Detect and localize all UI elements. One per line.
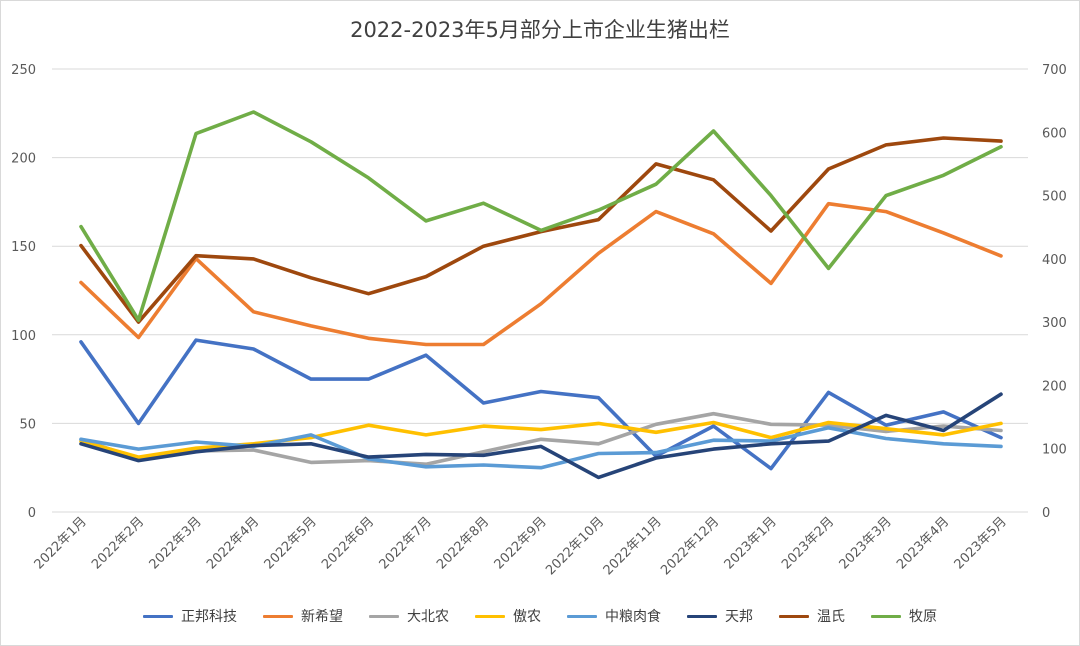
chart-title: 2022-2023年5月部分上市企业生猪出栏 bbox=[350, 18, 730, 42]
series-line-7 bbox=[79, 110, 1003, 323]
legend-label: 正邦科技 bbox=[181, 609, 237, 625]
legend-item: 新希望 bbox=[263, 606, 343, 626]
x-tick-label: 2023年1月 bbox=[722, 514, 780, 572]
legend-item: 温氏 bbox=[779, 606, 845, 626]
series-line-0 bbox=[79, 338, 1003, 471]
x-tick-label: 2023年3月 bbox=[837, 514, 895, 572]
legend-label: 大北农 bbox=[407, 609, 449, 625]
x-tick-label: 2022年3月 bbox=[147, 514, 205, 572]
right-tick-label: 100 bbox=[1042, 443, 1067, 458]
legend-item: 傲农 bbox=[475, 606, 541, 626]
legend-label: 中粮肉食 bbox=[605, 609, 661, 625]
left-tick-label: 150 bbox=[11, 240, 36, 255]
x-tick-label: 2022年11月 bbox=[601, 514, 665, 578]
left-tick-label: 100 bbox=[11, 329, 36, 344]
series-line-1 bbox=[79, 201, 1003, 347]
legend-item: 中粮肉食 bbox=[567, 606, 661, 626]
gridlines bbox=[52, 68, 1028, 513]
legend-swatch bbox=[687, 614, 717, 618]
series-line-2 bbox=[79, 411, 1003, 467]
right-axis-ticks: 0 100 200 300 400 500 600 700 bbox=[1042, 63, 1067, 521]
legend-item: 天邦 bbox=[687, 606, 753, 626]
legend-item: 大北农 bbox=[369, 606, 449, 626]
left-tick-label: 250 bbox=[11, 63, 36, 78]
x-tick-label: 2022年4月 bbox=[204, 514, 262, 572]
x-tick-label: 2023年2月 bbox=[779, 514, 837, 572]
left-tick-label: 50 bbox=[19, 417, 36, 432]
legend-swatch bbox=[263, 614, 293, 618]
x-tick-label: 2022年8月 bbox=[434, 514, 492, 572]
x-axis-ticks: 2022年1月 2022年2月 2022年3月 2022年4月 2022年5月 2022年… bbox=[32, 514, 1010, 578]
x-tick-label: 2022年9月 bbox=[492, 514, 550, 572]
right-tick-label: 300 bbox=[1042, 316, 1067, 331]
right-tick-label: 200 bbox=[1042, 379, 1067, 394]
x-tick-label: 2022年10月 bbox=[543, 514, 607, 578]
legend-label: 傲农 bbox=[513, 609, 541, 625]
x-tick-label: 2022年2月 bbox=[89, 514, 147, 572]
right-tick-label: 600 bbox=[1042, 126, 1067, 141]
x-tick-label: 2022年12月 bbox=[658, 514, 722, 578]
legend-swatch bbox=[369, 614, 399, 618]
x-tick-label: 2023年5月 bbox=[952, 514, 1010, 572]
right-tick-label: 400 bbox=[1042, 253, 1067, 268]
legend-label: 新希望 bbox=[301, 609, 343, 625]
x-tick-label: 2022年1月 bbox=[32, 514, 90, 572]
legend-label: 牧原 bbox=[909, 609, 937, 625]
x-tick-label: 2022年5月 bbox=[262, 514, 320, 572]
left-tick-label: 200 bbox=[11, 152, 36, 167]
left-axis-ticks: 0 50 100 150 200 250 bbox=[11, 63, 36, 521]
chart-legend: 正邦科技 新希望 大北农 傲农 中粮肉食 天邦 温氏 牧原 bbox=[0, 606, 1080, 626]
legend-label: 温氏 bbox=[817, 609, 845, 625]
left-tick-label: 0 bbox=[28, 506, 36, 521]
right-tick-label: 0 bbox=[1042, 506, 1050, 521]
legend-item: 正邦科技 bbox=[143, 606, 237, 626]
legend-swatch bbox=[871, 614, 901, 618]
legend-swatch bbox=[567, 614, 597, 618]
legend-label: 天邦 bbox=[725, 609, 753, 625]
right-tick-label: 500 bbox=[1042, 190, 1067, 205]
series-line-5 bbox=[79, 392, 1003, 480]
right-tick-label: 700 bbox=[1042, 63, 1067, 78]
legend-item: 牧原 bbox=[871, 606, 937, 626]
legend-swatch bbox=[143, 614, 173, 618]
series-lines bbox=[79, 110, 1003, 480]
legend-swatch bbox=[475, 614, 505, 618]
legend-swatch bbox=[779, 614, 809, 618]
x-tick-label: 2023年4月 bbox=[894, 514, 952, 572]
x-tick-label: 2022年6月 bbox=[319, 514, 377, 572]
x-tick-label: 2022年7月 bbox=[377, 514, 435, 572]
